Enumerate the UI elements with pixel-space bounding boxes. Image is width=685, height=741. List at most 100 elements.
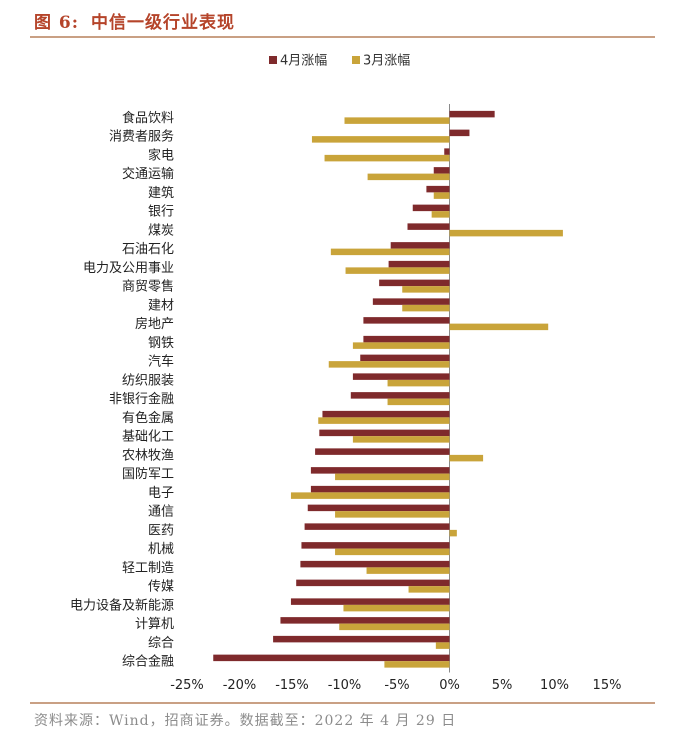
category-label: 计算机 (135, 617, 174, 632)
bar-march-23 (449, 529, 457, 537)
category-label: 基础化工 (122, 430, 174, 445)
category-label: 综合金融 (122, 654, 174, 670)
category-label: 电力及公用事业 (83, 261, 174, 276)
bar-april-6 (412, 204, 450, 212)
category-label: 综合 (148, 636, 174, 651)
bar-april-5 (426, 185, 450, 193)
bar-march-1 (344, 117, 450, 124)
bar-march-28 (339, 623, 450, 631)
legend-label-april: 4月涨幅 (280, 54, 327, 69)
bar-april-15 (352, 373, 450, 380)
bar-march-16 (387, 398, 450, 406)
bar-march-15 (387, 379, 450, 387)
bar-april-1 (449, 110, 495, 118)
bottom-rule (30, 702, 655, 704)
category-label: 家电 (148, 147, 174, 163)
figure-number: 图 6: (34, 13, 80, 33)
category-label: 消费者服务 (109, 129, 174, 145)
category-label: 银行 (148, 205, 174, 220)
bar-march-5 (433, 192, 450, 199)
bar-march-20 (335, 473, 450, 481)
category-label: 食品饮料 (122, 110, 174, 126)
bar-march-22 (335, 511, 450, 518)
bar-march-17 (318, 417, 450, 424)
bar-april-18 (319, 429, 450, 437)
category-label: 汽车 (148, 354, 174, 370)
bar-april-4 (433, 167, 450, 174)
bar-march-4 (367, 173, 450, 181)
category-label: 非银行金融 (109, 391, 174, 407)
bar-april-25 (300, 560, 450, 568)
category-label: 交通运输 (122, 166, 174, 182)
category-label: 轻工制造 (122, 561, 174, 576)
bar-april-11 (372, 298, 450, 305)
category-label: 医药 (148, 523, 174, 538)
bar-april-3 (444, 148, 450, 155)
x-tick-label: 5% (492, 678, 513, 693)
bar-march-26 (408, 586, 450, 593)
category-label: 建筑 (148, 185, 174, 201)
bar-march-3 (324, 154, 450, 162)
category-label: 电力设备及新能源 (70, 597, 174, 613)
bar-april-27 (290, 598, 450, 605)
x-tick-label: 10% (540, 678, 569, 693)
bar-april-29 (273, 635, 450, 643)
bar-march-6 (431, 211, 450, 218)
bar-april-19 (315, 448, 450, 455)
bar-march-2 (311, 136, 450, 143)
bar-april-8 (390, 242, 450, 249)
category-label: 钢铁 (148, 336, 174, 351)
x-tick-label: -15% (275, 678, 309, 693)
bar-april-14 (360, 354, 450, 362)
bar-march-11 (402, 304, 450, 312)
x-tick-label: -5% (384, 678, 409, 693)
category-label: 通信 (148, 505, 174, 520)
category-label: 国防军工 (122, 466, 174, 482)
bar-march-30 (384, 661, 450, 668)
bar-march-21 (290, 492, 450, 499)
x-tick-label: 15% (593, 678, 622, 693)
category-label: 有色金属 (122, 410, 174, 426)
bar-march-13 (352, 342, 450, 349)
source-note: 资料来源：Wind，招商证券。数据截至：2022 年 4 月 29 日 (34, 713, 457, 729)
bar-april-2 (449, 129, 470, 137)
bar-march-8 (330, 248, 450, 256)
bar-april-21 (310, 485, 450, 493)
x-tick-label: -20% (223, 678, 257, 693)
bar-march-9 (345, 267, 450, 274)
x-tick-label: -10% (328, 678, 362, 693)
bar-april-20 (310, 467, 450, 474)
category-label: 石油石化 (122, 242, 174, 257)
bar-april-12 (363, 317, 450, 324)
bar-april-23 (304, 523, 450, 530)
legend-label-march: 3月涨幅 (363, 54, 410, 69)
bar-april-22 (307, 504, 450, 512)
bar-april-17 (322, 410, 450, 418)
bar-march-29 (435, 642, 450, 649)
bar-march-24 (335, 548, 450, 556)
category-label: 纺织服装 (122, 373, 174, 388)
figure-title: 图 6: 中信一级行业表现 (34, 8, 235, 33)
category-label: 建材 (148, 298, 174, 313)
x-tick-label: 0% (439, 678, 460, 693)
figure-title-text: 中信一级行业表现 (91, 13, 236, 33)
bar-march-19 (449, 454, 484, 462)
bar-april-30 (213, 654, 450, 662)
bar-march-25 (366, 567, 450, 574)
legend-swatch-april (269, 56, 277, 64)
bar-april-7 (407, 223, 450, 230)
bar-march-14 (328, 361, 450, 368)
bar-april-10 (379, 279, 450, 287)
bar-march-10 (402, 286, 450, 293)
bar-march-18 (352, 436, 450, 443)
category-label: 农林牧渔 (122, 448, 174, 463)
category-label: 电子 (148, 486, 174, 501)
bar-april-16 (350, 392, 450, 399)
bar-april-9 (388, 260, 450, 268)
category-label: 房地产 (135, 316, 174, 332)
x-tick-label: -25% (170, 678, 204, 693)
category-label: 商贸零售 (122, 279, 174, 295)
bar-april-13 (363, 335, 450, 343)
bar-april-26 (296, 579, 450, 587)
